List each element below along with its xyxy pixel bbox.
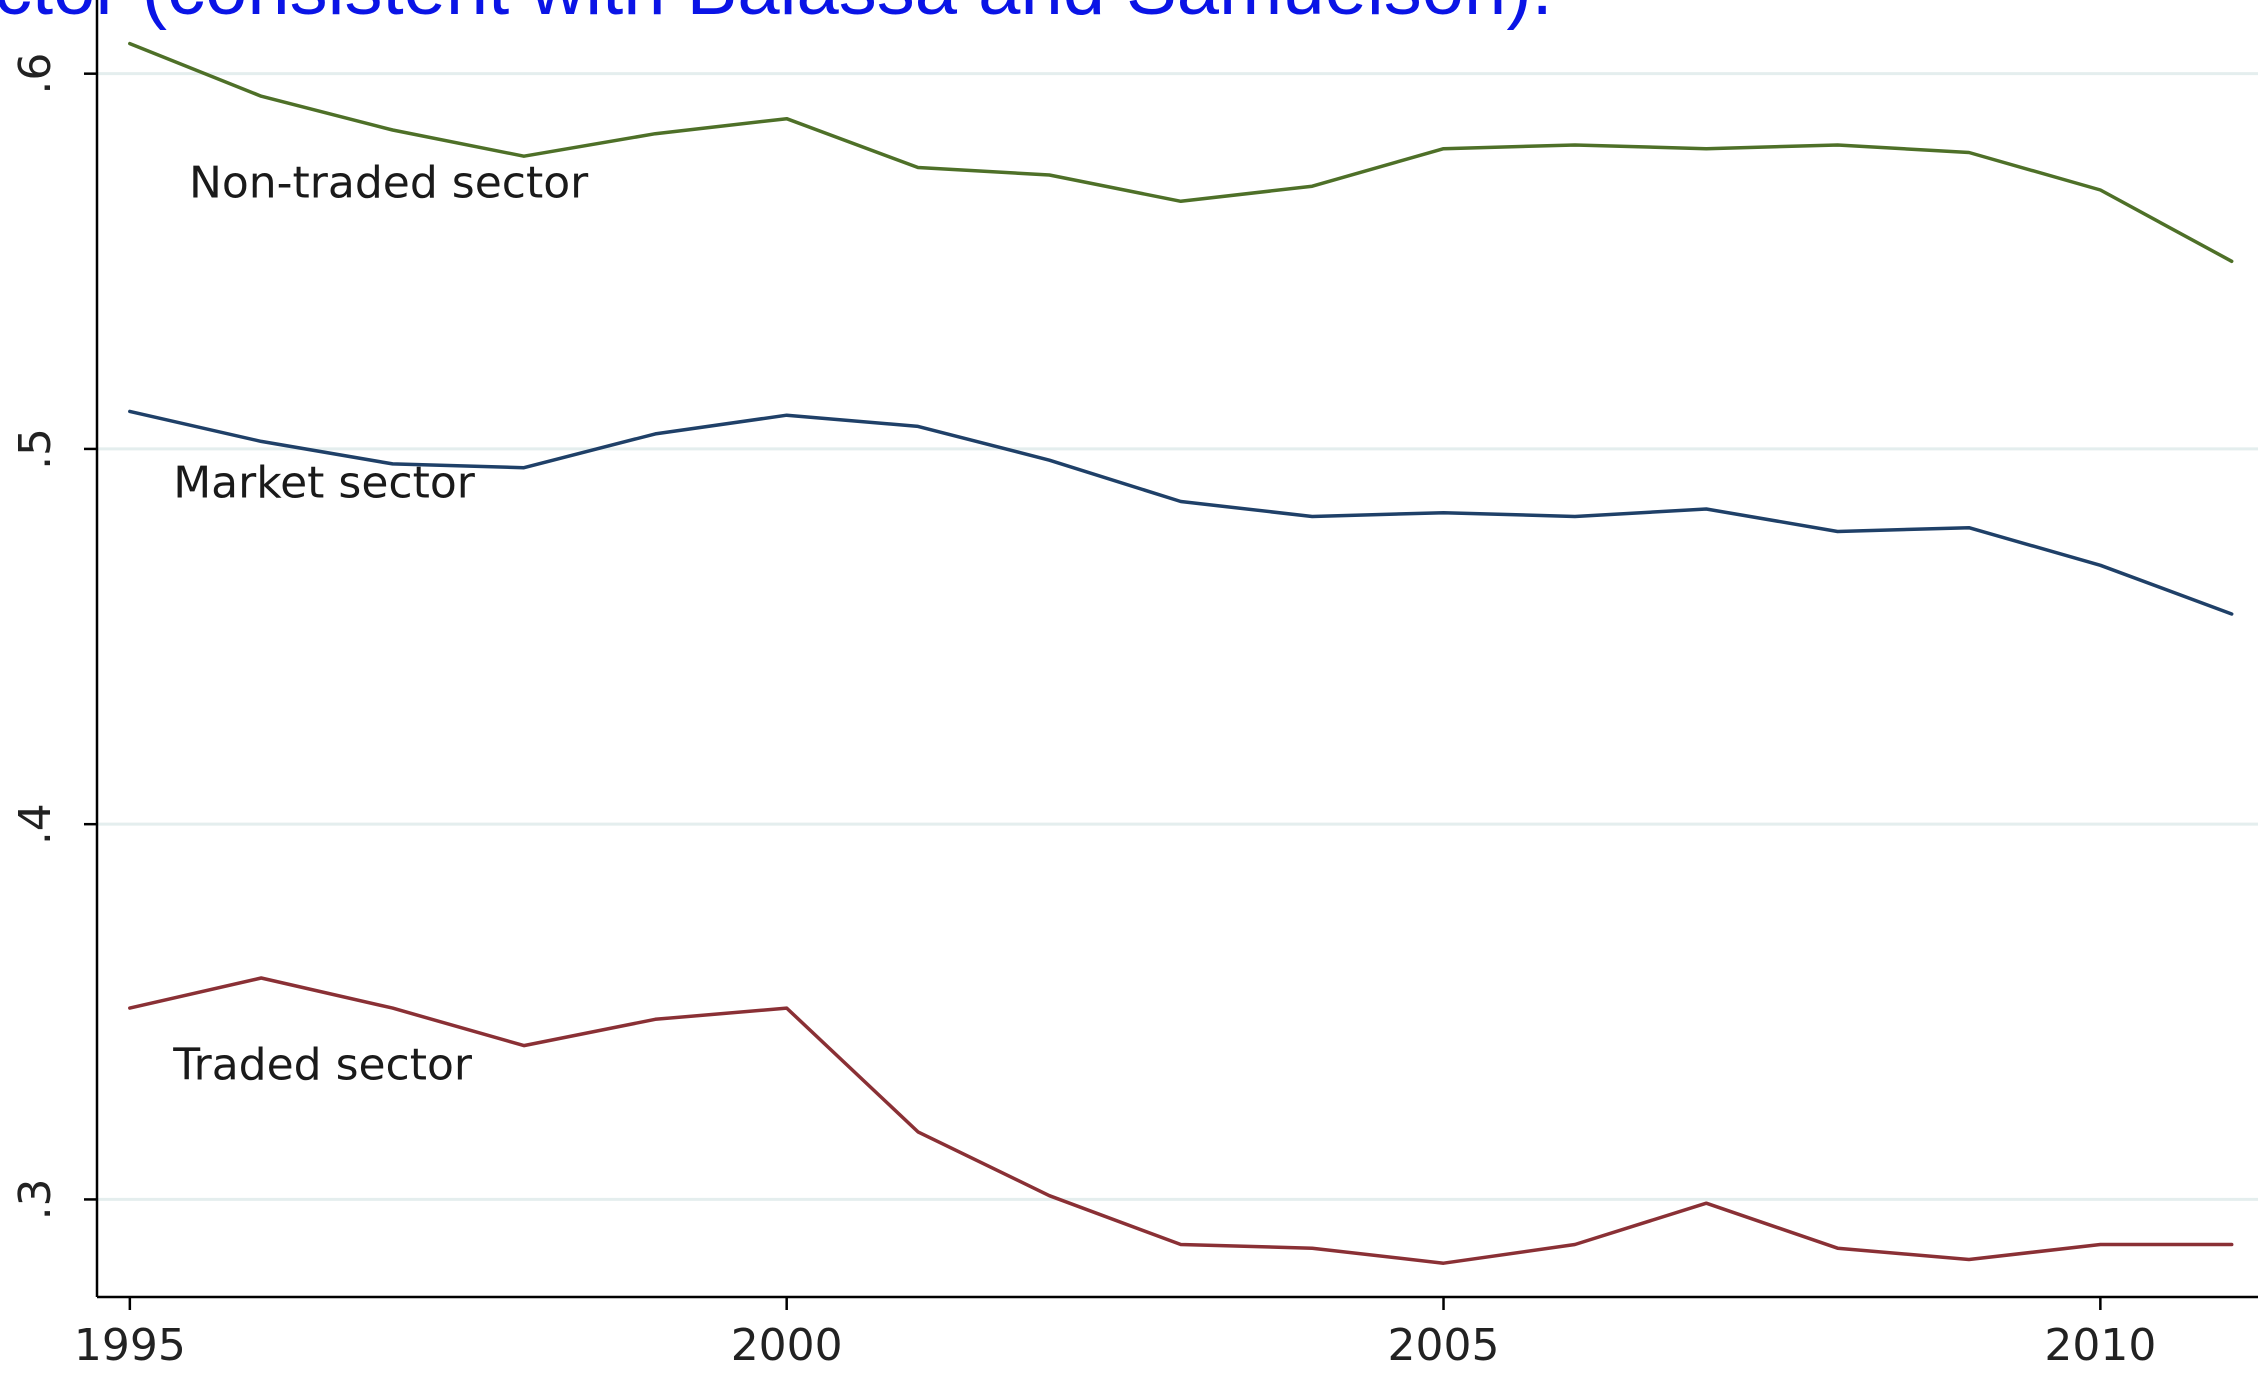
series-line-market-sector (128, 409, 2234, 616)
x-tick-label: 2000 (731, 1320, 843, 1371)
y-tick-label: .5 (10, 428, 61, 470)
series-line-non-traded-sector (128, 41, 2234, 264)
chart-title: ctor (consistent with Balassa and Samuel… (0, 0, 1553, 31)
gridlines (97, 72, 2258, 1201)
series-label-non-traded-sector: Non-traded sector (189, 158, 589, 209)
y-tick-label: .3 (10, 1178, 61, 1220)
x-tick-label: 2010 (2044, 1320, 2156, 1371)
series-line-traded-sector (128, 976, 2234, 1265)
axes: .3 .4 .5 .6 1995 2000 2005 2010 (10, 0, 2258, 1371)
series-labels: Non-traded sector Market sector Traded sec… (172, 158, 589, 1091)
x-tick-label: 1995 (74, 1320, 186, 1371)
y-tick-label: .4 (10, 803, 61, 845)
y-tick-label: .6 (10, 53, 61, 95)
series-label-traded-sector: Traded sector (172, 1039, 473, 1090)
x-tick-label: 2005 (1388, 1320, 1500, 1371)
series-label-market-sector: Market sector (173, 458, 476, 509)
series-lines (128, 41, 2234, 1265)
